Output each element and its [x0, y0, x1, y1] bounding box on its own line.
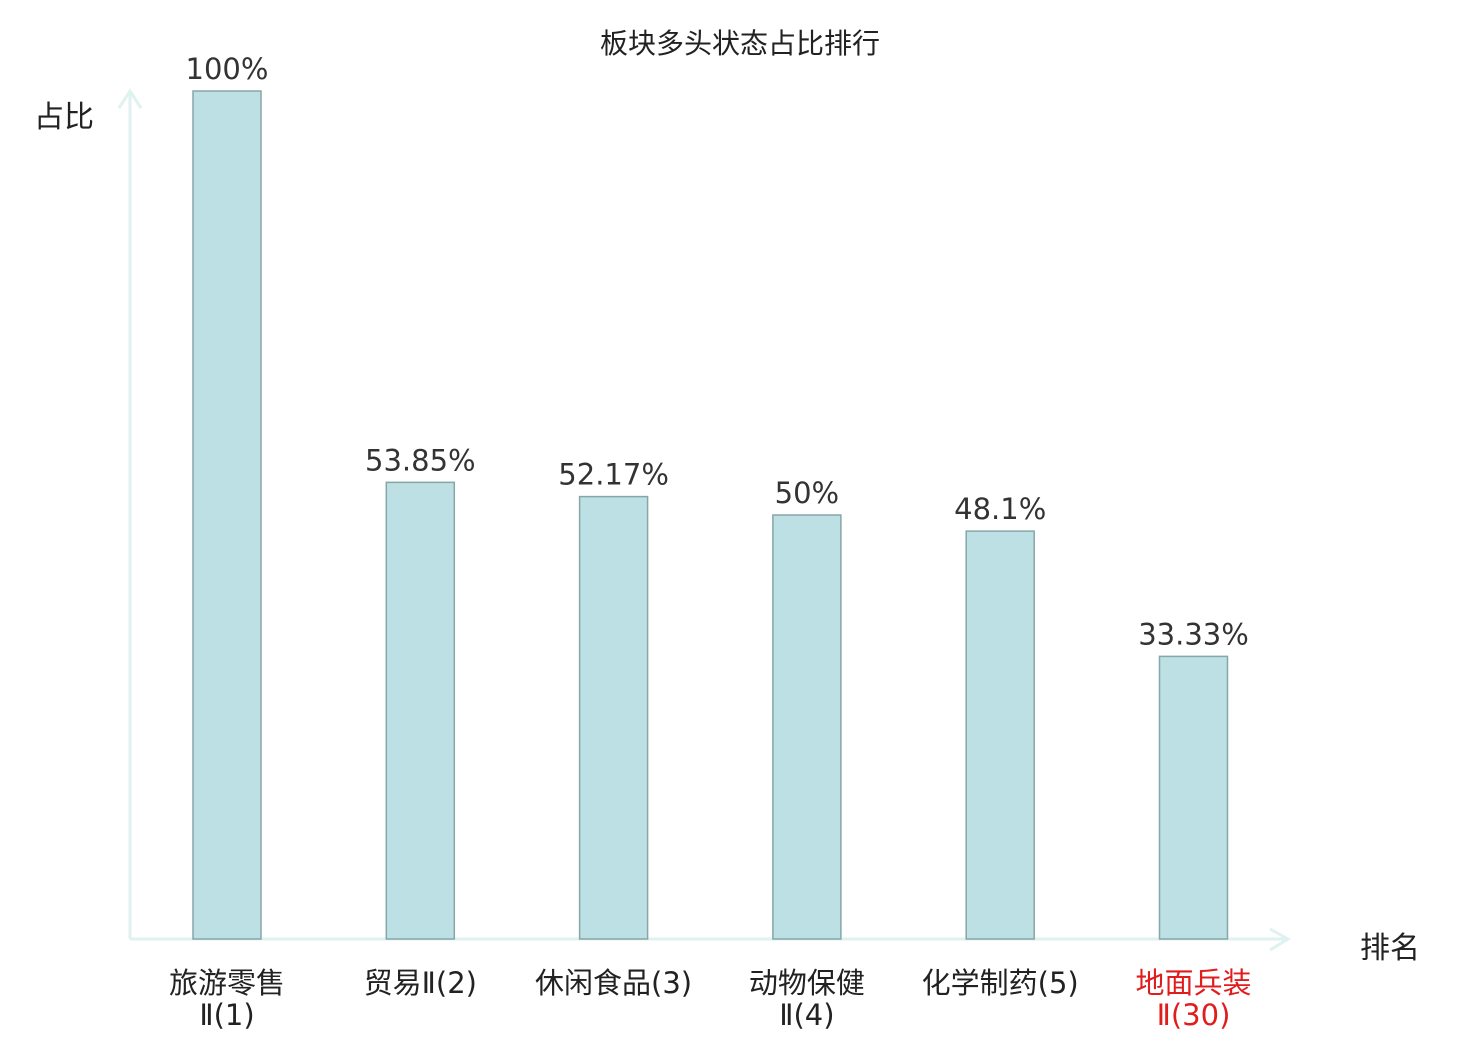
- bar-value-label: 52.17%: [558, 458, 669, 492]
- x-tick-label-line: 贸易Ⅱ(2): [364, 966, 477, 1000]
- x-tick-label: 旅游零售 Ⅱ(1): [169, 966, 285, 1032]
- bar: [192, 90, 262, 940]
- x-tick-label-line: Ⅱ(1): [199, 998, 254, 1032]
- x-tick-label: 地面兵装 Ⅱ(30): [1135, 966, 1251, 1032]
- bar-value-label: 50%: [775, 476, 839, 510]
- x-tick-label: 休闲食品(3): [535, 966, 692, 1000]
- bar-value-label: 53.85%: [365, 443, 476, 477]
- x-tick-label-line: 地面兵装: [1135, 966, 1251, 1000]
- x-tick-label-line: 休闲食品(3): [535, 966, 692, 1000]
- bar-value-label: 100%: [186, 52, 269, 86]
- chart-title: 板块多头状态占比排行: [599, 27, 880, 60]
- x-tick-label: 化学制药(5): [922, 966, 1079, 1000]
- y-axis-label: 占比: [34, 100, 94, 135]
- bar: [578, 495, 649, 940]
- bar-value-label: 33.33%: [1138, 617, 1249, 651]
- bar: [385, 481, 456, 940]
- x-tick-label-line: 动物保健: [749, 966, 865, 1000]
- bar: [772, 514, 842, 940]
- x-tick-label-line: Ⅱ(4): [779, 998, 834, 1032]
- y-axis-arrow: [117, 88, 143, 109]
- bar: [965, 530, 1035, 940]
- bar-value-label: 48.1%: [954, 492, 1046, 526]
- x-tick-label: 贸易Ⅱ(2): [364, 966, 477, 1000]
- bar: [1158, 655, 1229, 940]
- x-tick-label-line: 旅游零售: [169, 966, 285, 1000]
- x-axis-label: 排名: [1360, 931, 1420, 966]
- x-tick-label: 动物保健 Ⅱ(4): [749, 966, 865, 1032]
- x-tick-label-line: Ⅱ(30): [1157, 998, 1231, 1032]
- x-tick-label-line: 化学制药(5): [922, 966, 1079, 1000]
- x-axis-arrow: [1269, 927, 1291, 952]
